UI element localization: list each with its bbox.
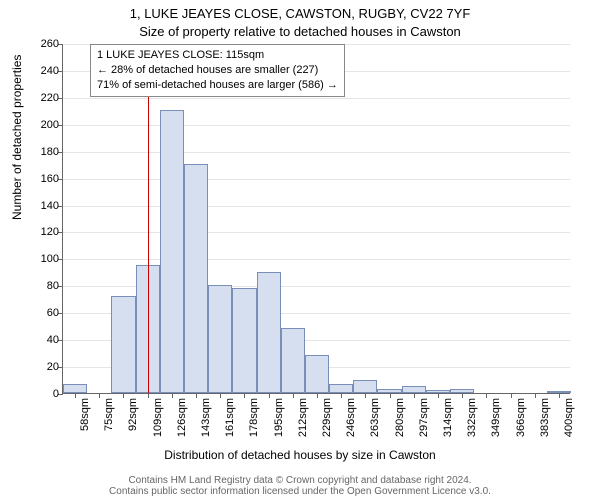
histogram-bar bbox=[160, 110, 184, 393]
footer-line-1: Contains HM Land Registry data © Crown c… bbox=[0, 475, 600, 486]
x-tick-label: 332sqm bbox=[466, 398, 478, 437]
x-tick bbox=[390, 393, 391, 398]
x-tick-label: 126sqm bbox=[176, 398, 188, 437]
gridline bbox=[63, 125, 570, 126]
histogram-bar bbox=[63, 384, 87, 393]
x-tick bbox=[511, 393, 512, 398]
annotation-line-2: ← 28% of detached houses are smaller (22… bbox=[97, 63, 338, 78]
annotation-box: 1 LUKE JEAYES CLOSE: 115sqm ← 28% of det… bbox=[90, 44, 345, 97]
histogram-bar bbox=[232, 288, 256, 393]
x-tick bbox=[317, 393, 318, 398]
y-tick-label: 260 bbox=[41, 38, 63, 50]
histogram-bar bbox=[402, 386, 426, 393]
y-tick-label: 100 bbox=[41, 253, 63, 265]
annotation-line-3: 71% of semi-detached houses are larger (… bbox=[97, 78, 338, 93]
x-tick bbox=[75, 393, 76, 398]
x-tick-label: 349sqm bbox=[490, 398, 502, 437]
x-tick-label: 280sqm bbox=[394, 398, 406, 437]
x-tick-label: 263sqm bbox=[369, 398, 381, 437]
x-tick bbox=[341, 393, 342, 398]
x-tick bbox=[414, 393, 415, 398]
y-tick-label: 60 bbox=[47, 307, 63, 319]
y-tick-label: 140 bbox=[41, 200, 63, 212]
x-tick-label: 400sqm bbox=[563, 398, 575, 437]
x-tick bbox=[462, 393, 463, 398]
annotation-line-1: 1 LUKE JEAYES CLOSE: 115sqm bbox=[97, 48, 338, 63]
y-tick-label: 240 bbox=[41, 65, 63, 77]
gridline bbox=[63, 98, 570, 99]
histogram-bar bbox=[111, 296, 135, 393]
x-tick-label: 297sqm bbox=[418, 398, 430, 437]
x-tick-label: 92sqm bbox=[127, 398, 139, 431]
x-tick-label: 246sqm bbox=[345, 398, 357, 437]
x-tick-label: 366sqm bbox=[515, 398, 527, 437]
x-tick bbox=[535, 393, 536, 398]
x-tick bbox=[196, 393, 197, 398]
histogram-bar bbox=[257, 272, 281, 393]
footer-line-2: Contains public sector information licen… bbox=[0, 486, 600, 497]
x-tick bbox=[148, 393, 149, 398]
x-tick-label: 229sqm bbox=[321, 398, 333, 437]
x-tick bbox=[99, 393, 100, 398]
gridline bbox=[63, 206, 570, 207]
x-tick-label: 195sqm bbox=[273, 398, 285, 437]
x-tick bbox=[438, 393, 439, 398]
gridline bbox=[63, 152, 570, 153]
x-tick-label: 161sqm bbox=[224, 398, 236, 437]
histogram-bar bbox=[208, 285, 232, 393]
chart-title-main: 1, LUKE JEAYES CLOSE, CAWSTON, RUGBY, CV… bbox=[0, 6, 600, 21]
histogram-bar bbox=[329, 384, 353, 393]
x-tick-label: 178sqm bbox=[248, 398, 260, 437]
y-tick-label: 80 bbox=[47, 280, 63, 292]
x-tick-label: 109sqm bbox=[152, 398, 164, 437]
x-tick-label: 314sqm bbox=[442, 398, 454, 437]
y-tick-label: 20 bbox=[47, 361, 63, 373]
y-tick-label: 40 bbox=[47, 334, 63, 346]
x-tick bbox=[293, 393, 294, 398]
x-tick bbox=[559, 393, 560, 398]
x-tick-label: 212sqm bbox=[297, 398, 309, 437]
y-tick-label: 180 bbox=[41, 146, 63, 158]
x-tick bbox=[365, 393, 366, 398]
x-tick bbox=[244, 393, 245, 398]
x-tick bbox=[220, 393, 221, 398]
y-axis-title: Number of detached properties bbox=[10, 55, 24, 220]
gridline bbox=[63, 232, 570, 233]
y-tick-label: 160 bbox=[41, 173, 63, 185]
histogram-chart: 1, LUKE JEAYES CLOSE, CAWSTON, RUGBY, CV… bbox=[0, 0, 600, 500]
x-axis-title: Distribution of detached houses by size … bbox=[0, 448, 600, 462]
x-tick-label: 383sqm bbox=[539, 398, 551, 437]
gridline bbox=[63, 259, 570, 260]
histogram-bar bbox=[184, 164, 208, 393]
y-tick-label: 200 bbox=[41, 119, 63, 131]
x-tick bbox=[269, 393, 270, 398]
x-tick bbox=[123, 393, 124, 398]
x-tick-label: 75sqm bbox=[103, 398, 115, 431]
chart-title-sub: Size of property relative to detached ho… bbox=[0, 24, 600, 39]
y-tick-label: 120 bbox=[41, 226, 63, 238]
y-tick-label: 0 bbox=[53, 388, 63, 400]
x-tick bbox=[486, 393, 487, 398]
x-tick bbox=[172, 393, 173, 398]
histogram-bar bbox=[305, 355, 329, 393]
x-tick-label: 58sqm bbox=[79, 398, 91, 431]
chart-footer: Contains HM Land Registry data © Crown c… bbox=[0, 475, 600, 497]
gridline bbox=[63, 179, 570, 180]
histogram-bar bbox=[281, 328, 305, 393]
x-tick-label: 143sqm bbox=[200, 398, 212, 437]
y-tick-label: 220 bbox=[41, 92, 63, 104]
histogram-bar bbox=[353, 380, 377, 393]
